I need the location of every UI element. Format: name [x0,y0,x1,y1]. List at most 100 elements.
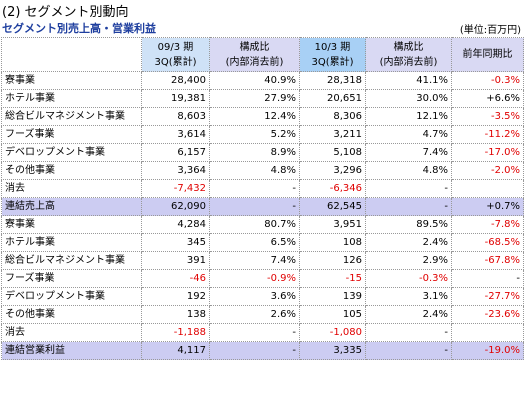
cell: -15 [299,269,366,288]
cell: 108 [299,233,366,252]
cell: - [209,323,300,342]
cell: 391 [141,251,210,270]
cell: 20,651 [299,89,366,108]
table-row: デベロップメント事業 6,157 8.9% 5,108 7.4% -17.0% [1,143,524,162]
row-label: 連結営業利益 [1,341,142,360]
cell: 8.9% [209,143,300,162]
cell: - [209,179,300,198]
table-row: ホテル事業 345 6.5% 108 2.4% -68.5% [1,233,524,252]
cell: 3,211 [299,125,366,144]
row-label: 総合ビルマネジメント事業 [1,251,142,270]
title: (2) セグメント別動向 [2,5,129,20]
cell: - [209,341,300,360]
cell: 2.6% [209,305,300,324]
subtitle: セグメント別売上高・営業利益 [2,22,156,35]
table-row: 消去 -7,432- -6,346- [1,179,524,198]
cell: -19.0% [451,341,524,360]
cell: 2.4% [365,305,452,324]
cell: 3,364 [141,161,210,180]
cell: 6,157 [141,143,210,162]
cell: 4.7% [365,125,452,144]
cell: 89.5% [365,215,452,234]
table-row: フーズ事業 -46 -0.9% -15 -0.3% - [1,269,524,288]
cell: -27.7% [451,287,524,306]
cell: -2.0% [451,161,524,180]
cell [451,179,524,198]
cell: - [365,197,452,216]
cell: 3.6% [209,287,300,306]
table-row: 連結売上高 62,090-62,545- +0.7% [1,197,524,216]
cell: -1,080 [299,323,366,342]
cell: -11.2% [451,125,524,144]
cell: 138 [141,305,210,324]
row-label: その他事業 [1,161,142,180]
cell: 41.1% [365,71,452,90]
cell: 7.4% [365,143,452,162]
cell: -0.9% [209,269,300,288]
row-label: 消去 [1,323,142,342]
cell: 345 [141,233,210,252]
column-header: 構成比 (内部消去前) [365,37,452,72]
cell: - [365,179,452,198]
cell: -17.0% [451,143,524,162]
cell: 3,335 [299,341,366,360]
cell: 5.2% [209,125,300,144]
cell: 4.8% [209,161,300,180]
cell: 62,090 [141,197,210,216]
cell: -0.3% [365,269,452,288]
cell: 6.5% [209,233,300,252]
cell [451,323,524,342]
cell: 192 [141,287,210,306]
column-header: 構成比 (内部消去前) [209,37,300,72]
row-label: 連結売上高 [1,197,142,216]
cell: 126 [299,251,366,270]
cell: -3.5% [451,107,524,126]
table-row: 消去 -1,188- -1,080- [1,323,524,342]
row-label: フーズ事業 [1,125,142,144]
cell: 27.9% [209,89,300,108]
row-label: ホテル事業 [1,89,142,108]
row-label: 寮事業 [1,215,142,234]
table-row: 総合ビルマネジメント事業 8,603 12.4% 8,306 12.1% -3.5% [1,107,524,126]
cell: 80.7% [209,215,300,234]
cell: 12.4% [209,107,300,126]
column-header: 10/3 期 3Q(累計) [299,37,366,72]
cell: 4,117 [141,341,210,360]
cell: -7,432 [141,179,210,198]
cell: 3.1% [365,287,452,306]
unit-note: (単位:百万円) [459,25,521,36]
cell: 12.1% [365,107,452,126]
cell: -7.8% [451,215,524,234]
cell: +6.6% [451,89,524,108]
table-row: デベロップメント事業 192 3.6% 139 3.1% -27.7% [1,287,524,306]
cell: 139 [299,287,366,306]
table-row: その他事業 3,364 4.8% 3,296 4.8% -2.0% [1,161,524,180]
cell: 3,296 [299,161,366,180]
header-row: 09/3 期 3Q(累計) 構成比 (内部消去前) 10/3 期 3Q(累計) 構成比… [1,37,524,72]
cell: - [365,323,452,342]
cell: 30.0% [365,89,452,108]
cell: 2.9% [365,251,452,270]
cell: -67.8% [451,251,524,270]
cell: 5,108 [299,143,366,162]
cell: - [365,341,452,360]
cell: 8,603 [141,107,210,126]
cell: 105 [299,305,366,324]
row-label: ホテル事業 [1,233,142,252]
row-label: フーズ事業 [1,269,142,288]
cell: - [451,269,524,288]
segment-table: 09/3 期 3Q(累計) 構成比 (内部消去前) 10/3 期 3Q(累計) 構成比… [1,37,524,360]
cell: -23.6% [451,305,524,324]
cell: 3,614 [141,125,210,144]
row-label: 総合ビルマネジメント事業 [1,107,142,126]
cell: -1,188 [141,323,210,342]
row-label: その他事業 [1,305,142,324]
column-header: 前年同期比 [451,37,524,72]
cell: 62,545 [299,197,366,216]
column-header: 09/3 期 3Q(累計) [141,37,210,72]
cell: 4,284 [141,215,210,234]
cell: 4.8% [365,161,452,180]
cell: -46 [141,269,210,288]
table-row: ホテル事業 19,381 27.9% 20,651 30.0% +6.6% [1,89,524,108]
